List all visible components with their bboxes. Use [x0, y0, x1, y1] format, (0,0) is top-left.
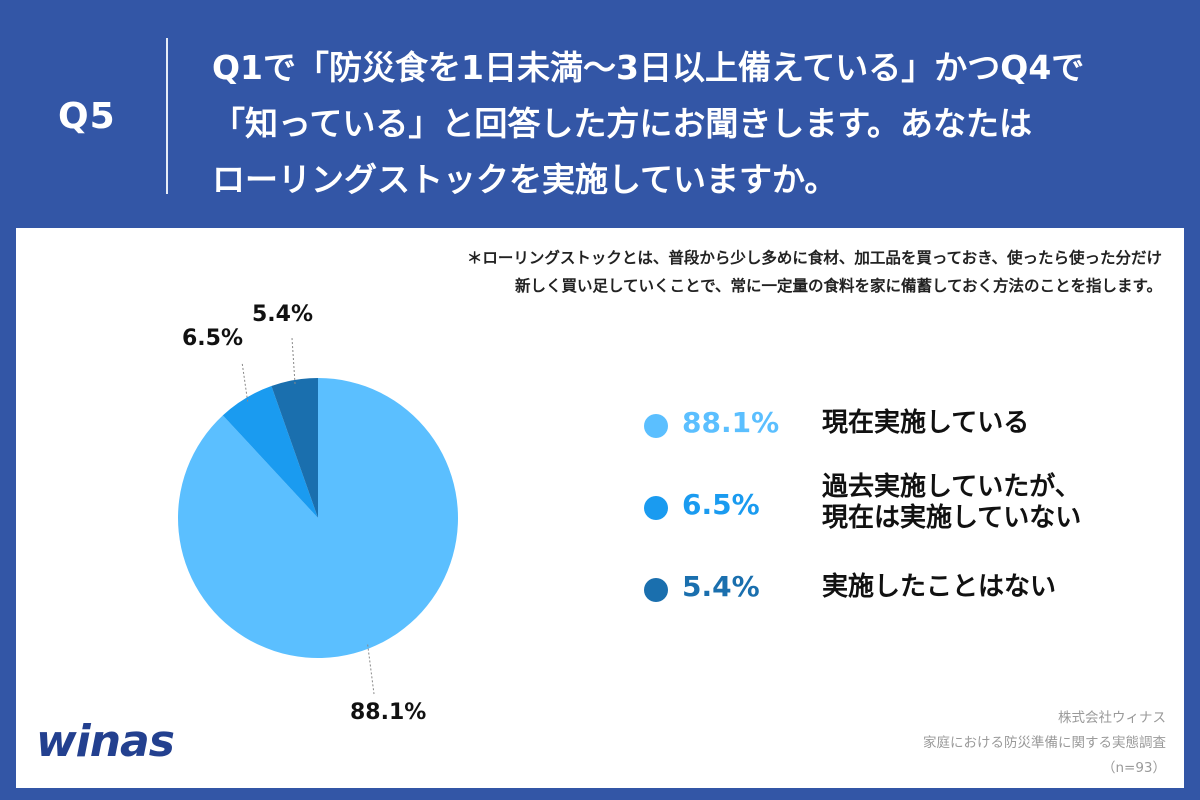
legend-dot-never: [644, 578, 668, 602]
leader-line-past: [241, 361, 249, 402]
rolling-stock-note: ＊ローリングストックとは、普段から少し多めに食材、加工品を買っておき、使ったら使…: [466, 249, 1162, 295]
source-company: 株式会社ウィナス: [1058, 710, 1166, 726]
header-divider: [166, 38, 168, 194]
pie-data-label-never: 5.4%: [252, 302, 314, 327]
source-survey: 家庭における防災準備に関する実態調査: [923, 735, 1166, 751]
legend-percent-past: 6.5%: [682, 488, 760, 521]
leader-line-never: [291, 337, 296, 384]
header: Q5 Q1で「防災食を1日未満〜3日以上備えている」かつQ4で 「知っている」と…: [0, 0, 1200, 228]
pie-slice-past: [222, 385, 318, 518]
legend-percent-never: 5.4%: [682, 570, 760, 603]
pie-chart: [178, 337, 459, 695]
source-sample: （n=93）: [1101, 760, 1166, 776]
leader-line-current: [367, 644, 375, 695]
legend-label-past: 過去実施していたが、 現在は実施していない: [822, 472, 1082, 533]
pie-slice-current: [178, 378, 459, 658]
winas-logo: winas: [36, 716, 175, 767]
legend-label-never: 実施したことはない: [822, 572, 1057, 602]
pie-data-label-current: 88.1%: [350, 700, 427, 725]
legend-dot-current: [644, 414, 668, 438]
legend-percent-current: 88.1%: [682, 406, 780, 439]
pie-slice-never: [271, 378, 318, 518]
source-info: 株式会社ウィナス 家庭における防災準備に関する実態調査 （n=93）: [923, 706, 1166, 781]
chart-card: ＊ローリングストックとは、普段から少し多めに食材、加工品を買っておき、使ったら使…: [16, 228, 1184, 788]
legend-dot-past: [644, 496, 668, 520]
legend-label-current: 現在実施している: [822, 408, 1030, 438]
question-text: Q1で「防災食を1日未満〜3日以上備えている」かつQ4で 「知っている」と回答し…: [212, 48, 1085, 199]
pie-data-label-past: 6.5%: [182, 326, 244, 351]
question-number: Q5: [58, 96, 116, 137]
